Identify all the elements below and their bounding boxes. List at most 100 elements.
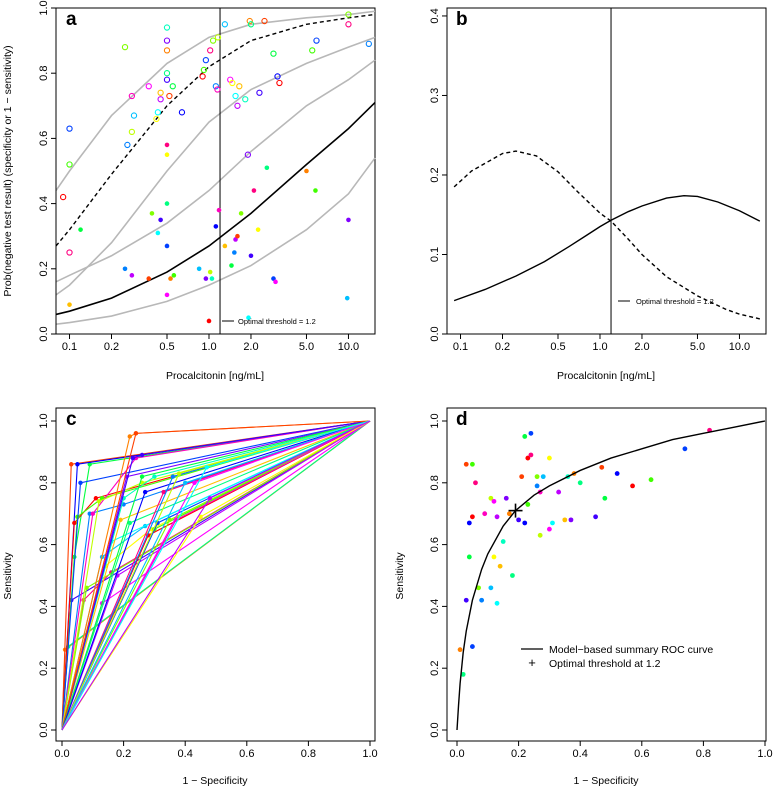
panel-d-study-point — [482, 511, 488, 517]
panel-a-x-tick-label: 0.5 — [159, 341, 174, 353]
panel-a-ylabel: Prob(negative test result) (specificity … — [2, 45, 14, 296]
panel-a-spec-point — [157, 96, 164, 103]
panel-c-study-point — [75, 462, 80, 467]
panel-c-roc-polygons — [61, 420, 371, 731]
panel-a-spec-point — [130, 112, 138, 119]
panel-a-spec-point — [313, 37, 320, 44]
panel-d-study-point — [648, 477, 654, 483]
panel-a-sens-point — [207, 269, 213, 275]
panel-c-x-tick-label: 0.0 — [54, 748, 69, 760]
panel-c-study-point — [198, 514, 203, 519]
panel-a-sens-point — [78, 227, 83, 232]
panel-a-sens-point — [171, 273, 177, 278]
panel-a-y-tick-label: 0.0 — [38, 326, 50, 341]
panel-a-sens-point — [146, 276, 152, 281]
panel-a-spec-point — [157, 89, 164, 96]
panel-a-spec-point — [200, 66, 208, 74]
panel-a-band-curve — [55, 59, 376, 283]
panel-a-sens-point — [313, 188, 318, 193]
panel-a-y-tick-label: 0.8 — [38, 66, 50, 81]
panel-d-plot — [456, 420, 766, 731]
panel-c-study-point — [207, 496, 213, 501]
panel-a-sens-point — [238, 211, 244, 216]
panel-a-spec-point — [153, 115, 160, 122]
panel-d-study-point — [562, 517, 568, 523]
panel-c-study-roc — [61, 420, 371, 731]
panel-b-y-tick-label: 0.4 — [429, 8, 441, 23]
panel-c-study-point — [130, 455, 136, 461]
panel-c-study-point — [87, 462, 92, 467]
panel-a-axes: 0.1 0.2 0.5 1.0 2.0 5.0 10.0 0.0 0.2 0.4 0.6 0.8 1.0 — [38, 0, 359, 353]
panel-a-band-curve — [55, 157, 376, 326]
panel-a-sens-point — [246, 315, 251, 321]
panel-d-study-point — [525, 502, 531, 507]
panel-d-study-point — [537, 532, 543, 538]
panel-d-ylabel: Sensitivity — [394, 552, 406, 600]
panel-a-spec-point — [163, 76, 171, 83]
panel-d-study-point — [547, 455, 552, 461]
panel-d-study-point — [599, 464, 605, 470]
panel-d-study-point — [479, 597, 485, 603]
panel-a-spec-point — [345, 21, 352, 28]
panel-d-study-point — [463, 461, 469, 467]
panel-a: 0.1 0.2 0.5 1.0 2.0 5.0 10.0 0.0 0.2 0.4 0.6 0.8 1.0… — [2, 0, 376, 382]
panel-a-spec-point — [124, 141, 131, 149]
panel-d-study-point — [463, 597, 469, 603]
panel-c-study-point — [118, 517, 123, 523]
panel-d-x-tick-label: 0.4 — [573, 748, 588, 760]
panel-d-study-point — [516, 517, 521, 523]
panel-a-spec-point — [276, 79, 283, 87]
panel-a-sens-point — [264, 165, 270, 171]
panel-d-study-point — [476, 585, 481, 591]
panel-a-sens-point — [222, 243, 228, 249]
panel-a-spec-point — [261, 17, 268, 25]
panel-b-legend-label: Optimal threshold = 1.2 — [636, 297, 714, 306]
panel-d-study-point — [503, 495, 509, 501]
panel-d-study-point — [602, 495, 608, 501]
panel-b-dashed-curve — [453, 150, 760, 320]
panel-a-spec-point — [274, 73, 281, 80]
panel-d-study-point — [547, 526, 552, 532]
panel-d-y-tick-label: 0.8 — [429, 475, 441, 490]
panel-c-study-point — [78, 480, 83, 485]
panel-c-study-point — [127, 434, 132, 439]
panel-d-xlabel: 1 − Specificity — [573, 775, 639, 787]
panel-a-spec-point — [66, 161, 73, 168]
panel-d-study-point — [506, 511, 512, 517]
panel-c-axes: 0.0 0.2 0.4 0.6 0.8 1.0 0.0 0.2 0.4 0.6 0.8 1.0 — [38, 413, 378, 760]
panel-a-spec-point — [247, 21, 255, 28]
panel-c-ylabel: Sensitivity — [2, 552, 14, 600]
panel-c-study-point — [96, 499, 102, 504]
panel-d-y-tick-label: 0.4 — [429, 599, 441, 614]
panel-c-study-point — [170, 474, 176, 479]
panel-d-study-point — [522, 434, 528, 439]
panel-a-spec-point — [242, 96, 249, 103]
panel-a-spec-point — [154, 109, 162, 116]
panel-a-sens-point — [164, 243, 170, 249]
panel-a-spec-point — [66, 249, 73, 256]
panel-a-sens-point — [232, 250, 237, 255]
panel-c-study-point — [127, 520, 132, 526]
panel-d-study-point — [470, 644, 475, 649]
panel-c-xlabel: 1 − Specificity — [182, 775, 248, 787]
panel-c-x-tick-label: 1.0 — [362, 748, 377, 760]
panel-c-y-tick-label: 0.8 — [38, 475, 50, 490]
panel-d-study-point — [534, 483, 540, 489]
panel-d-y-tick-label: 0.0 — [429, 722, 441, 737]
panel-d-legend-point-label: Optimal threshold at 1.2 — [549, 658, 661, 670]
panel-d-x-tick-label: 0.2 — [511, 748, 526, 760]
panel-d-study-point — [534, 474, 540, 480]
panel-a-one-minus-sensitivity-curve — [55, 101, 376, 316]
panel-d-x-tick-label: 0.8 — [696, 748, 711, 760]
panel-d-study-point — [466, 554, 472, 560]
panel-d-summary-roc-curve — [456, 420, 766, 731]
panel-c-study-point — [69, 462, 74, 467]
panel-a-spec-point — [163, 70, 171, 77]
panel-a-spec-point — [256, 89, 263, 96]
panel-a-spec-point — [246, 17, 253, 25]
panel-b-x-tick-label: 0.5 — [550, 341, 565, 353]
panel-d-axes: 0.0 0.2 0.4 0.6 0.8 1.0 0.0 0.2 0.4 0.6 0.8 1.0 — [429, 413, 773, 760]
panel-d-study-point — [556, 489, 562, 495]
panel-a-x-tick-label: 0.2 — [104, 341, 119, 353]
panel-a-spec-point — [365, 40, 372, 48]
